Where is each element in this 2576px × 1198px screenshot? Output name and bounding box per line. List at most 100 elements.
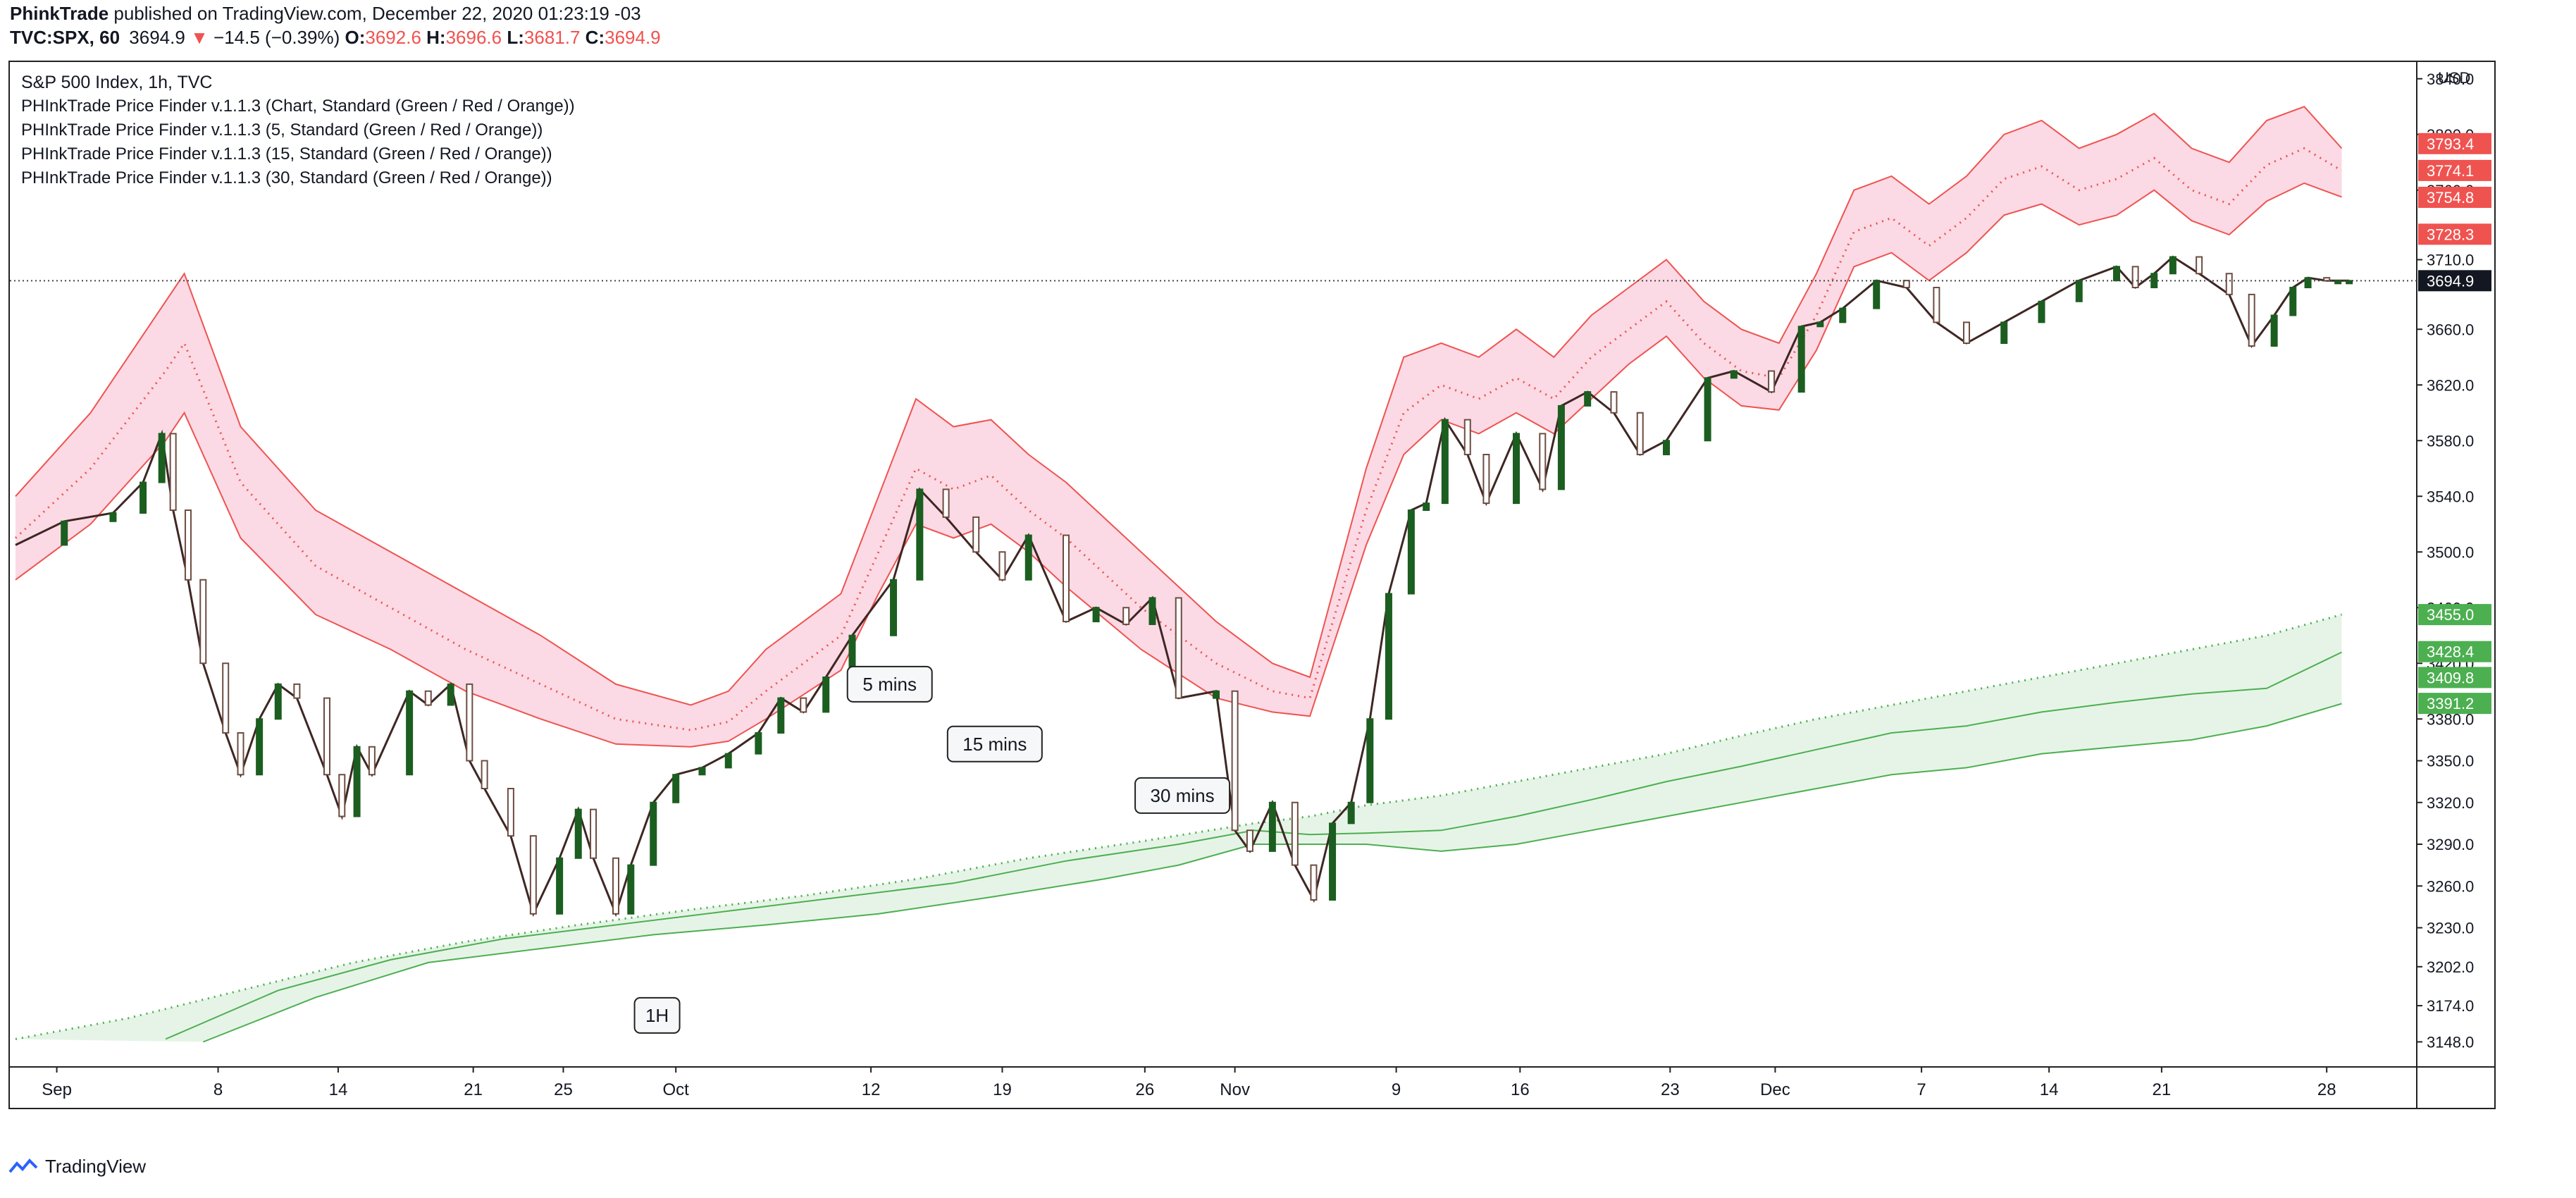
price-candle <box>1663 440 1670 455</box>
price-candle <box>2225 273 2233 295</box>
price-candle <box>672 774 680 803</box>
price-candle <box>140 481 147 514</box>
price-candle <box>1231 690 1239 832</box>
price-candle <box>481 760 488 789</box>
price-candle <box>323 697 330 776</box>
price-candle <box>1441 419 1449 505</box>
y-tick-label: 3580.0 <box>2427 432 2474 450</box>
price-candle <box>61 520 68 546</box>
x-tick-label: 14 <box>2040 1080 2059 1099</box>
price-candle <box>2334 280 2342 285</box>
y-tick-label: 3840.0 <box>2427 70 2474 88</box>
legend-title[interactable]: S&P 500 Index, 1h, TVC <box>21 73 213 92</box>
price-candle <box>1963 321 1970 344</box>
legend-line-15[interactable]: PHInkTrade Price Finder v.1.1.3 (15, Sta… <box>21 144 552 163</box>
price-candle <box>1539 433 1547 490</box>
price-candle <box>1902 280 1910 288</box>
x-tick-label: Oct <box>663 1080 690 1099</box>
change-value: −14.5 (−0.39%) <box>213 27 340 48</box>
price-candle <box>574 808 582 859</box>
x-tick-label: 14 <box>329 1080 348 1099</box>
price-chart[interactable]: 3148.0 3174.0 3202.0 3230.0 3260.0 3290.0 3320… <box>10 62 2494 1108</box>
chart-frame[interactable]: 3148.0 3174.0 3202.0 3230.0 3260.0 3290.0 3320… <box>8 61 2496 1109</box>
price-candle <box>1329 822 1337 901</box>
y-tick-label: 3350.0 <box>2427 753 2474 770</box>
x-tick-label: 23 <box>1661 1080 1680 1099</box>
footer-brand[interactable]: TradingView <box>8 1156 146 1178</box>
price-candle <box>1407 510 1415 595</box>
high-value: 3696.6 <box>445 27 502 48</box>
price-candle <box>1310 864 1318 901</box>
price-axis-label-bg <box>2418 223 2491 245</box>
price-candle <box>942 488 950 518</box>
price-axis-label-bg <box>2418 187 2491 209</box>
low-label: L: <box>507 27 524 48</box>
y-tick-label: 3230.0 <box>2427 920 2474 937</box>
price-candle <box>338 774 346 817</box>
price-candle <box>507 788 514 837</box>
price-axis-label: 3409.8 <box>2427 669 2474 686</box>
callout-text: 5 mins <box>862 674 917 695</box>
price-axis-label: 3754.8 <box>2427 189 2474 206</box>
footer-brand-text: TradingView <box>45 1156 147 1177</box>
legend-line-chart[interactable]: PHInkTrade Price Finder v.1.1.3 (Chart, … <box>21 97 575 116</box>
author-name[interactable]: PhinkTrade <box>10 3 109 24</box>
price-axis-label-bg <box>2418 604 2491 626</box>
symbol[interactable]: TVC:SPX, 60 <box>10 27 120 48</box>
price-candle <box>529 835 537 915</box>
price-axis-label-bg <box>2418 641 2491 662</box>
price-candle <box>424 690 432 706</box>
low-value: 3681.7 <box>524 27 581 48</box>
published-text: published on TradingView.com, December 2… <box>113 3 641 24</box>
price-candle <box>1768 370 1776 393</box>
price-candle <box>1610 391 1618 414</box>
price-candle <box>1584 391 1592 407</box>
legend-line-30[interactable]: PHInkTrade Price Finder v.1.1.3 (30, Sta… <box>21 168 552 187</box>
callout-box <box>946 725 1043 762</box>
price-candle <box>1213 690 1220 699</box>
price-candle <box>1347 801 1355 825</box>
x-tick-label: 19 <box>993 1080 1012 1099</box>
upper-band-inner-line <box>15 182 2342 748</box>
price-candle <box>2075 280 2083 302</box>
price-candle <box>368 746 376 776</box>
legend-line-5[interactable]: PHInkTrade Price Finder v.1.1.3 (5, Stan… <box>21 121 543 140</box>
price-candle <box>158 433 166 483</box>
x-tick-label: Dec <box>1760 1080 1790 1099</box>
price-candle <box>556 857 564 915</box>
price-candle <box>109 512 117 522</box>
price-candle <box>1873 280 1881 309</box>
price-candle <box>1482 454 1490 505</box>
price-candle <box>755 732 762 755</box>
price-candle <box>2000 321 2008 344</box>
price-candle <box>274 683 282 720</box>
price-candle <box>1463 419 1471 455</box>
x-tick-label: 28 <box>2317 1080 2336 1099</box>
y-tick-label: 3260.0 <box>2427 877 2474 895</box>
price-candle <box>1366 718 1374 803</box>
x-tick-label: 9 <box>1392 1080 1401 1099</box>
price-axis-label: 3428.4 <box>2427 643 2474 661</box>
lower-band-fill <box>16 615 2342 1042</box>
price-candle <box>406 690 414 776</box>
y-tick-label: 3148.0 <box>2427 1033 2474 1051</box>
price-candle <box>1816 321 1824 328</box>
price-candle <box>1148 597 1156 625</box>
callout-text: 15 mins <box>962 734 1027 755</box>
price-candle <box>2169 256 2176 275</box>
open-label: O: <box>345 27 366 48</box>
price-axis-label: 3774.1 <box>2427 162 2474 180</box>
price-candle <box>1730 370 1738 379</box>
price-candle <box>199 579 207 665</box>
price-candle <box>650 801 657 866</box>
x-tick-label: 7 <box>1916 1080 1926 1099</box>
price-candle <box>2248 293 2255 347</box>
price-candle <box>2113 266 2120 282</box>
price-axis-label-bg <box>2418 693 2491 715</box>
price-axis-label: 3793.4 <box>2427 135 2474 153</box>
y-tick-label: 3540.0 <box>2427 488 2474 505</box>
price-candle <box>1291 801 1299 866</box>
price-candle <box>184 510 192 581</box>
price-candle <box>1024 534 1032 581</box>
y-tick-label: 3320.0 <box>2427 794 2474 812</box>
